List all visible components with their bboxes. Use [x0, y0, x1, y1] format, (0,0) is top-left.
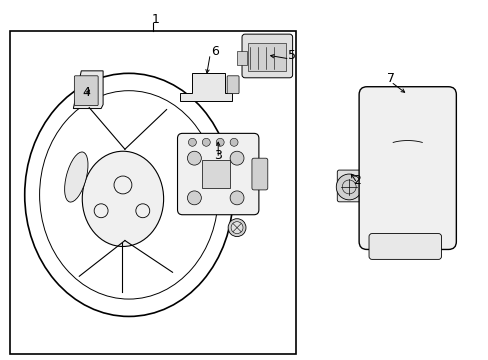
Bar — [247, 43, 285, 71]
Text: 7: 7 — [386, 72, 394, 85]
Text: 3: 3 — [214, 149, 222, 162]
Circle shape — [336, 174, 361, 200]
Text: 2: 2 — [352, 174, 360, 186]
Circle shape — [230, 138, 238, 146]
Ellipse shape — [64, 152, 88, 202]
FancyBboxPatch shape — [242, 34, 292, 78]
Circle shape — [187, 191, 201, 205]
Circle shape — [231, 222, 243, 234]
Text: 4: 4 — [82, 86, 90, 99]
Circle shape — [230, 191, 244, 205]
Circle shape — [230, 151, 244, 165]
Polygon shape — [73, 71, 103, 109]
Polygon shape — [180, 73, 232, 100]
FancyBboxPatch shape — [226, 76, 239, 94]
Bar — [237, 51, 246, 65]
Circle shape — [187, 151, 201, 165]
Circle shape — [228, 219, 245, 237]
FancyBboxPatch shape — [358, 87, 455, 249]
Bar — [10, 31, 295, 354]
Bar — [202, 160, 230, 188]
Circle shape — [202, 138, 210, 146]
Circle shape — [216, 138, 224, 146]
Text: 6: 6 — [211, 45, 219, 58]
FancyBboxPatch shape — [177, 133, 258, 215]
Text: 1: 1 — [151, 13, 159, 26]
FancyBboxPatch shape — [337, 170, 362, 202]
Ellipse shape — [82, 151, 163, 247]
Text: 5: 5 — [287, 49, 295, 63]
Circle shape — [188, 138, 196, 146]
FancyBboxPatch shape — [251, 158, 267, 190]
FancyBboxPatch shape — [368, 234, 441, 260]
FancyBboxPatch shape — [74, 76, 98, 105]
